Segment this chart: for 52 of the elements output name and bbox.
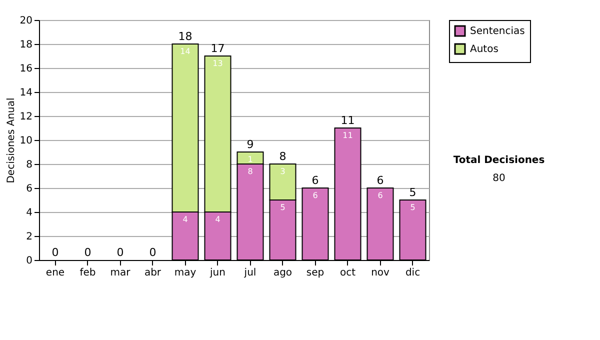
y-tick-label: 0 [26, 256, 32, 266]
total-label: 18 [178, 30, 192, 43]
total-label: 0 [52, 246, 59, 259]
y-tick-label: 12 [20, 112, 32, 122]
x-tick-label: jul [243, 268, 256, 278]
y-tick-label: 16 [20, 64, 32, 74]
total-label: 8 [279, 150, 286, 163]
total-label: 0 [116, 246, 124, 259]
y-axis-title: Decisiones Anual [6, 98, 17, 184]
total-label: 6 [312, 174, 319, 187]
y-tick-label: 10 [20, 136, 32, 146]
y-tick-label: 4 [26, 208, 32, 218]
y-tick-label: 2 [26, 232, 32, 242]
x-tick-label: sep [306, 268, 324, 278]
x-tick-label: ene [46, 268, 65, 278]
total-label: 11 [340, 114, 355, 127]
total-label: 0 [84, 246, 92, 259]
x-tick-label: feb [80, 268, 96, 278]
legend-label: Autos [470, 44, 498, 55]
y-tick-label: 18 [20, 40, 32, 50]
data-label: 14 [180, 47, 190, 56]
data-label: 5 [410, 203, 416, 212]
y-tick-label: 8 [26, 160, 32, 170]
text: Total Decisiones [453, 155, 545, 166]
y-tick-label: 6 [26, 184, 32, 194]
data-label: 6 [378, 191, 383, 200]
total-label: 9 [246, 138, 254, 151]
data-label: 3 [280, 167, 286, 176]
x-tick-label: jun [209, 268, 226, 278]
legend-label: Sentencias [470, 26, 525, 37]
x-tick-label: mar [110, 268, 132, 278]
text: 80 [492, 173, 506, 184]
data-label: 4 [182, 215, 188, 224]
x-tick-label: ago [273, 268, 292, 278]
x-tick-label: oct [340, 268, 356, 278]
data-label: 8 [248, 167, 253, 176]
total-label: 17 [210, 42, 225, 55]
x-tick-label: dic [405, 268, 420, 278]
y-tick-label: 14 [20, 88, 32, 98]
data-label: 6 [312, 191, 318, 200]
x-tick-label: abr [144, 268, 162, 278]
data-label: 1 [248, 155, 253, 164]
x-tick-label: may [174, 268, 196, 278]
data-label: 5 [280, 203, 286, 212]
total-label: 5 [409, 186, 416, 199]
data-label: 13 [212, 59, 223, 68]
total-label: 0 [149, 246, 156, 259]
data-label: 11 [342, 131, 353, 140]
y-tick-label: 20 [20, 16, 32, 26]
total-label: 6 [376, 174, 384, 187]
data-label: 4 [215, 215, 220, 224]
x-tick-label: nov [371, 268, 390, 278]
